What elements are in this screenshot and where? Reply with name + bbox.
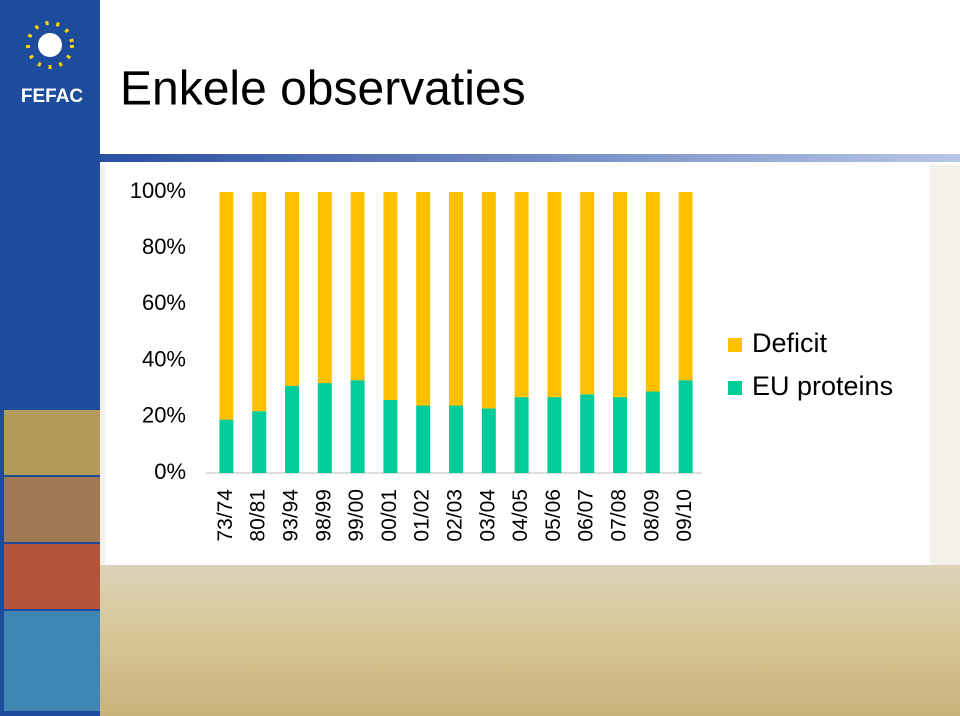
sidebar-photo <box>4 410 100 475</box>
plot: 0% 20% 40% 60% 80% 100% 73/74 80/81 93/94 98/99 99… <box>130 178 893 542</box>
bar-segment <box>383 192 398 400</box>
bar-segment <box>678 380 693 473</box>
x-tick-label: 06/07 <box>575 489 598 542</box>
bar-segment <box>449 405 463 473</box>
bar-segment <box>252 192 267 412</box>
bar-segment <box>514 192 529 398</box>
bar-segment <box>481 408 496 473</box>
legend-label: EU proteins <box>752 371 893 401</box>
bar-segment <box>547 397 562 473</box>
x-tick-label: 80/81 <box>247 489 270 542</box>
y-tick-label: 0% <box>154 459 186 484</box>
bar-segment <box>547 192 562 398</box>
bar-segment <box>285 192 299 386</box>
bar-segment <box>219 192 234 420</box>
bar-segment <box>613 192 627 398</box>
x-tick-label: 98/99 <box>312 489 335 542</box>
bar-segment <box>580 394 595 473</box>
x-tick-label: 01/02 <box>411 489 434 542</box>
legend-swatch <box>728 381 742 395</box>
y-tick-label: 60% <box>142 290 186 315</box>
bar-segment <box>350 380 365 473</box>
bar-segment <box>285 385 299 473</box>
x-tick-label: 09/10 <box>673 489 696 542</box>
x-tick-label: 07/08 <box>608 489 631 542</box>
sidebar-photo <box>4 611 100 711</box>
sidebar-photo <box>4 544 100 609</box>
x-tick-label: 00/01 <box>378 489 401 542</box>
title-rule <box>100 154 960 162</box>
legend-swatch <box>728 338 742 352</box>
bar-segment <box>416 405 431 473</box>
y-tick-label: 100% <box>130 178 186 203</box>
slide-title: Enkele observaties <box>120 63 526 116</box>
y-tick-label: 20% <box>142 403 186 428</box>
bar-segment <box>350 192 365 381</box>
x-tick-label: 04/05 <box>509 489 532 542</box>
x-tick-label: 99/00 <box>345 489 368 542</box>
field-image <box>100 560 960 716</box>
bar-segment <box>219 419 234 473</box>
logo-stars <box>26 21 74 69</box>
bar-segment <box>645 192 660 392</box>
legend-label: Deficit <box>752 328 828 358</box>
bar-segment <box>317 192 332 384</box>
y-tick-label: 40% <box>142 346 186 371</box>
bar-segment <box>580 192 595 395</box>
logo-text: FEFAC <box>21 86 84 107</box>
x-tick-label: 93/94 <box>280 489 303 542</box>
bar-segment <box>383 399 398 473</box>
x-tick-label: 05/06 <box>542 489 565 542</box>
sidebar-photo <box>4 477 100 542</box>
bar-segment <box>416 192 431 406</box>
x-tick-label: 02/03 <box>444 489 467 542</box>
x-tick-label: 08/09 <box>640 489 663 542</box>
x-tick-label: 03/04 <box>476 489 499 542</box>
bar-segment <box>514 397 529 473</box>
bar-segment <box>317 383 332 473</box>
bar-segment <box>252 411 267 473</box>
bar-segment <box>645 391 660 473</box>
logo-emblem <box>38 33 62 57</box>
x-tick-label: 73/74 <box>214 489 237 542</box>
bar-segment <box>449 192 463 406</box>
bar-segment <box>613 397 627 473</box>
y-tick-label: 80% <box>142 234 186 259</box>
bar-segment <box>481 192 496 409</box>
bar-segment <box>678 192 693 381</box>
